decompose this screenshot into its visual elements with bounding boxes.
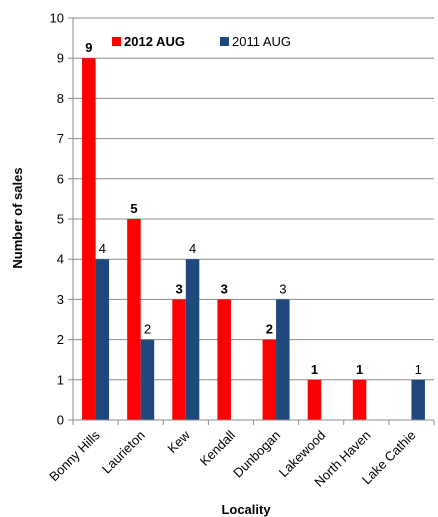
y-tick-label: 4 — [57, 252, 64, 267]
bar-series-1 — [352, 379, 367, 420]
x-axis-title: Locality — [221, 502, 271, 517]
data-label: 4 — [99, 241, 106, 256]
x-tick-label: Kendall — [197, 427, 238, 468]
y-tick-label: 0 — [57, 413, 64, 428]
data-labels: 9 4 5 2 3 4 3 2 3 1 1 1 — [85, 40, 422, 377]
bar-series-1 — [262, 339, 277, 420]
y-tick-label: 3 — [57, 292, 64, 307]
y-tick-label: 8 — [57, 91, 64, 106]
gridlines — [73, 17, 434, 381]
data-label: 4 — [189, 241, 196, 256]
data-label: 5 — [130, 201, 137, 216]
bar-series-2 — [276, 299, 290, 420]
data-label: 3 — [175, 281, 182, 296]
bar-series-2 — [95, 259, 110, 420]
y-tick-label: 6 — [57, 171, 64, 186]
bars — [82, 58, 425, 420]
legend-swatch — [220, 37, 229, 46]
x-tick-label: Kew — [164, 427, 193, 456]
data-label: 1 — [356, 362, 363, 377]
y-tick-label: 9 — [57, 51, 64, 66]
data-label: 1 — [415, 362, 422, 377]
data-label: 2 — [144, 322, 151, 337]
bar-series-2 — [411, 379, 425, 420]
data-label: 3 — [279, 281, 286, 296]
data-label: 3 — [221, 281, 228, 296]
legend-label: 2011 AUG — [232, 34, 291, 49]
bar-series-1 — [82, 58, 96, 420]
data-label: 2 — [266, 322, 273, 337]
legend: 2012 AUG 2011 AUG — [112, 34, 291, 49]
x-tick-label: Dunbogan — [230, 428, 283, 481]
bar-series-1 — [307, 379, 322, 420]
bar-series-1 — [127, 219, 141, 420]
bar-series-1 — [172, 299, 186, 420]
bar-series-1 — [217, 299, 231, 420]
y-tick-label: 5 — [57, 212, 64, 227]
y-tick-label: 10 — [50, 11, 64, 26]
x-tick-label: Bonny Hills — [46, 427, 103, 484]
bar-series-2 — [185, 259, 200, 420]
y-tick-label: 2 — [57, 332, 64, 347]
data-label: 9 — [85, 40, 92, 55]
x-tick-label: Laurieton — [99, 428, 148, 477]
data-label: 1 — [311, 362, 318, 377]
legend-swatch — [112, 37, 121, 46]
bar-series-2 — [140, 339, 155, 420]
legend-label: 2012 AUG — [124, 34, 185, 49]
y-tick-label: 1 — [57, 372, 64, 387]
y-axis-title: Number of sales — [10, 167, 25, 268]
y-tick-label: 7 — [57, 131, 64, 146]
